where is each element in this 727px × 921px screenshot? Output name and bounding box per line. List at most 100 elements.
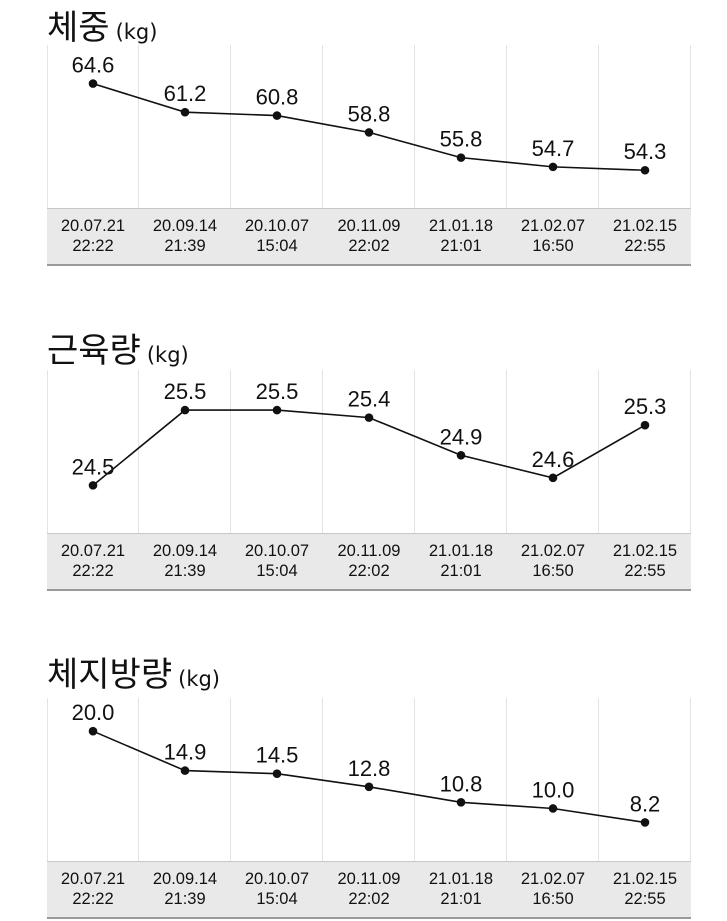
x-tick-date: 21.01.18 [429, 870, 493, 888]
data-label: 25.3 [624, 394, 667, 419]
x-tick-time: 22:02 [348, 890, 389, 908]
data-label: 24.5 [72, 454, 115, 479]
muscle-title-text: 근육량 [47, 331, 141, 371]
x-tick-time: 22:02 [348, 237, 389, 255]
x-tick-time: 22:22 [72, 237, 113, 255]
x-tick-date: 21.02.15 [613, 542, 677, 560]
data-label: 14.9 [164, 740, 207, 765]
x-tick-time: 22:22 [72, 890, 113, 908]
x-axis-band [47, 208, 691, 266]
x-axis-band [47, 861, 691, 919]
x-tick-time: 21:01 [440, 890, 481, 908]
data-point [88, 481, 98, 490]
x-tick-date: 20.10.07 [245, 217, 309, 235]
x-tick-time: 22:22 [72, 562, 113, 580]
data-point [548, 473, 558, 483]
weight-title-unit: (kg) [115, 20, 158, 44]
data-point [364, 782, 374, 792]
data-point [272, 769, 282, 779]
muscle-title-unit: (kg) [146, 343, 189, 367]
muscle-chart: 20.07.21 22:22 20.09.14 21:39 20.10.07 15:04 2… [47, 370, 691, 592]
x-tick-date: 20.10.07 [245, 870, 309, 888]
data-label: 58.8 [348, 101, 391, 126]
x-tick-time: 22:55 [624, 237, 665, 255]
data-label: 64.6 [72, 53, 115, 78]
data-label: 54.3 [624, 139, 667, 164]
x-tick-time: 16:50 [532, 562, 573, 580]
data-label: 24.9 [440, 424, 483, 449]
data-point [548, 804, 558, 813]
x-tick-date: 20.09.14 [153, 870, 217, 888]
data-point [640, 420, 650, 430]
x-tick-time: 15:04 [256, 237, 297, 255]
x-tick-date: 20.11.09 [337, 542, 400, 560]
x-tick-time: 22:55 [624, 890, 665, 908]
x-tick-time: 21:39 [164, 562, 205, 580]
data-label: 14.5 [256, 743, 299, 768]
weight-title-text: 체중 [47, 8, 110, 48]
data-label: 60.8 [256, 85, 299, 110]
data-point [640, 818, 650, 827]
body-fat-title: 체지방량 (kg) [47, 647, 220, 696]
data-point [180, 405, 190, 415]
body-fat-chart-svg: 20.07.21 22:22 20.09.14 21:39 20.10.07 15:04 2… [47, 698, 691, 919]
data-point [364, 413, 374, 422]
data-point [88, 79, 98, 88]
data-point [180, 107, 190, 117]
data-label: 54.7 [532, 136, 575, 161]
x-tick-date: 20.07.21 [61, 217, 125, 235]
x-tick-time: 21:39 [164, 237, 205, 255]
weight-chart: 20.07.21 22:22 20.09.14 21:39 20.10.07 15:04 2… [47, 45, 691, 267]
x-tick-time: 15:04 [256, 890, 297, 908]
muscle-title: 근육량 (kg) [47, 323, 189, 372]
body-fat-title-unit: (kg) [178, 667, 221, 691]
x-tick-time: 21:01 [440, 237, 481, 255]
body-fat-chart: 20.07.21 22:22 20.09.14 21:39 20.10.07 15:04 2… [47, 698, 691, 920]
x-tick-time: 21:01 [440, 562, 481, 580]
data-point [272, 405, 282, 415]
data-point [272, 111, 282, 120]
data-label: 8.2 [630, 791, 661, 816]
data-point [456, 450, 466, 460]
data-point [180, 766, 190, 775]
x-tick-date: 21.01.18 [429, 217, 493, 235]
data-point [456, 153, 466, 162]
x-tick-date: 21.01.18 [429, 542, 493, 560]
data-point [640, 165, 650, 175]
data-label: 12.8 [348, 756, 391, 781]
x-tick-date: 21.02.15 [613, 217, 677, 235]
x-tick-date: 21.02.15 [613, 870, 677, 888]
weight-chart-svg: 20.07.21 22:22 20.09.14 21:39 20.10.07 15:04 2… [47, 45, 691, 266]
x-tick-date: 20.07.21 [61, 542, 125, 560]
weight-title: 체중 (kg) [47, 0, 157, 49]
data-point [364, 128, 374, 137]
x-tick-date: 20.11.09 [337, 217, 400, 235]
data-label: 55.8 [440, 127, 483, 152]
x-tick-date: 21.02.07 [521, 542, 585, 560]
data-label: 10.8 [440, 771, 483, 796]
body-fat-title-text: 체지방량 [47, 655, 173, 695]
x-tick-date: 20.07.21 [61, 870, 125, 888]
data-point [456, 798, 466, 807]
data-point [548, 162, 558, 172]
x-tick-time: 21:39 [164, 890, 205, 908]
data-label: 25.5 [256, 379, 299, 404]
data-label: 20.0 [72, 700, 115, 725]
x-axis-band [47, 533, 691, 591]
x-tick-date: 20.10.07 [245, 542, 309, 560]
data-label: 24.6 [532, 447, 575, 472]
x-tick-date: 20.09.14 [153, 542, 217, 560]
x-tick-time: 16:50 [532, 890, 573, 908]
x-tick-date: 21.02.07 [521, 217, 585, 235]
data-label: 25.5 [164, 379, 207, 404]
x-tick-time: 15:04 [256, 562, 297, 580]
data-label: 61.2 [164, 81, 207, 106]
data-label: 25.4 [348, 387, 391, 412]
x-tick-time: 22:02 [348, 562, 389, 580]
x-tick-date: 20.09.14 [153, 217, 217, 235]
x-tick-date: 21.02.07 [521, 870, 585, 888]
data-label: 10.0 [532, 777, 575, 802]
muscle-chart-svg: 20.07.21 22:22 20.09.14 21:39 20.10.07 15:04 2… [47, 370, 691, 591]
x-tick-time: 16:50 [532, 237, 573, 255]
x-tick-date: 20.11.09 [337, 870, 400, 888]
